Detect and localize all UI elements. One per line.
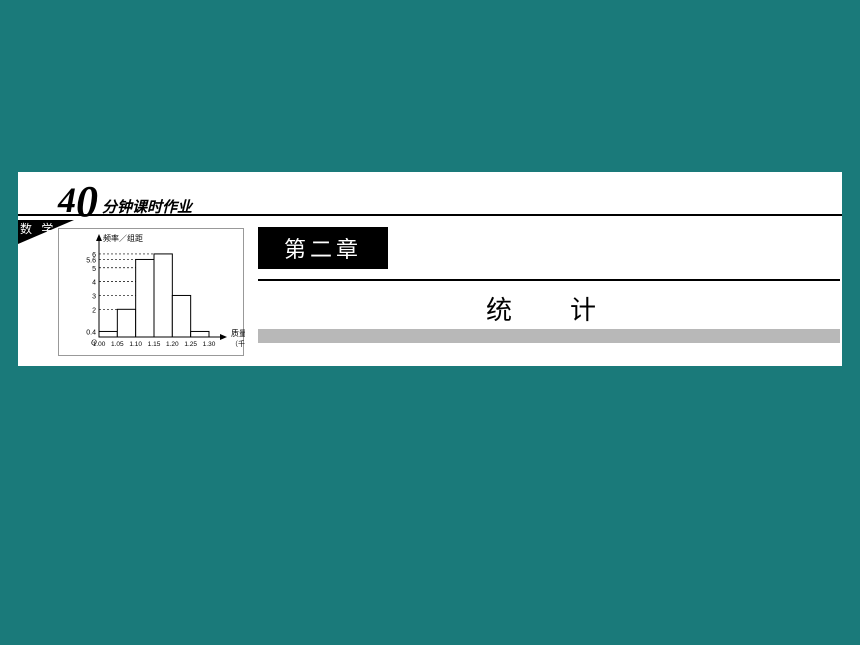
svg-text:1.10: 1.10 [129, 341, 142, 348]
header-rule [18, 214, 842, 216]
svg-text:1.00: 1.00 [93, 341, 106, 348]
digit-0: 0 [76, 177, 98, 226]
slide-panel: 40 分钟课时作业 数 学 频率／组距质量（千克）O0.423455.661.0… [18, 172, 842, 366]
gray-bar [258, 329, 840, 343]
svg-text:1.05: 1.05 [111, 341, 124, 348]
svg-text:频率／组距: 频率／组距 [103, 233, 143, 243]
svg-text:0.4: 0.4 [86, 329, 96, 336]
svg-text:6: 6 [92, 252, 96, 259]
svg-text:质量: 质量 [231, 328, 245, 338]
subject-tag-label: 数 学 [20, 220, 56, 237]
svg-text:3: 3 [92, 293, 96, 300]
chapter-badge: 第二章 [258, 227, 388, 269]
svg-text:1.15: 1.15 [148, 341, 161, 348]
svg-text:1.30: 1.30 [203, 341, 216, 348]
svg-text:4: 4 [92, 280, 96, 287]
svg-text:1.20: 1.20 [166, 341, 179, 348]
histogram-svg: 频率／组距质量（千克）O0.423455.661.001.051.101.151… [59, 229, 245, 357]
chapter-label: 第二章 [284, 232, 362, 264]
svg-text:（千克）: （千克） [231, 339, 245, 348]
svg-text:1.25: 1.25 [184, 341, 197, 348]
svg-text:2: 2 [92, 307, 96, 314]
chapter-underline [258, 279, 840, 281]
svg-text:5: 5 [92, 266, 96, 273]
section-title: 统 计 [258, 290, 840, 327]
histogram-chart: 频率／组距质量（千克）O0.423455.661.001.051.101.151… [58, 228, 244, 356]
